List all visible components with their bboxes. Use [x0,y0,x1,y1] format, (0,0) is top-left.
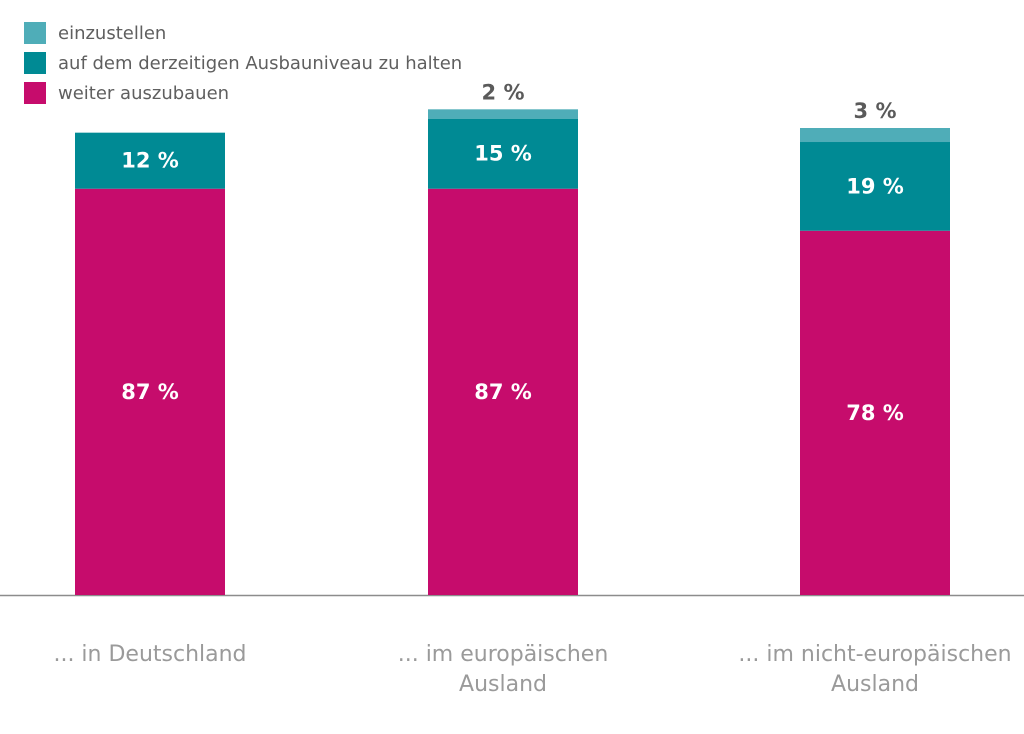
legend-item-halten: auf dem derzeitigen Ausbauniveau zu halt… [24,48,462,78]
legend-label: auf dem derzeitigen Ausbauniveau zu halt… [58,52,463,74]
bar-segment-einzustellen-3 [800,128,950,143]
legend-swatch-einzustellen [24,22,46,44]
bar-segment-weiter-1 [75,188,225,595]
legend-swatch-ausbauen [24,82,46,104]
legend-label: weiter auszubauen [58,82,230,104]
legend-item-einzustellen: einzustellen [24,18,462,48]
bar-segment-auf-1 [75,132,225,189]
data-label: 15 % [474,142,532,166]
bar-segment-weiter-3 [800,230,950,596]
category-label: Ausland [831,672,919,697]
legend: einzustellen auf dem derzeitigen Ausbaun… [24,18,462,108]
legend-swatch-halten [24,52,46,74]
data-label: 19 % [846,174,904,198]
data-label: 12 % [121,149,179,173]
data-label: 87 % [474,380,532,404]
bar-segment-auf-3 [800,142,950,231]
category-label: ... in Deutschland [53,642,246,667]
category-label: Ausland [459,672,547,697]
bar-segment-einzustellen-2 [428,109,578,119]
bar-segment-weiter-2 [428,188,578,595]
bar-segment-auf-2 [428,118,578,189]
data-label: 87 % [121,380,179,404]
legend-label: einzustellen [58,22,167,44]
legend-item-ausbauen: weiter auszubauen [24,78,462,108]
category-label: ... im europäischen [398,642,609,667]
data-label: 2 % [482,80,525,104]
data-label: 3 % [854,99,897,123]
category-label: ... im nicht-europäischen [738,642,1011,667]
data-label: 78 % [846,401,904,425]
